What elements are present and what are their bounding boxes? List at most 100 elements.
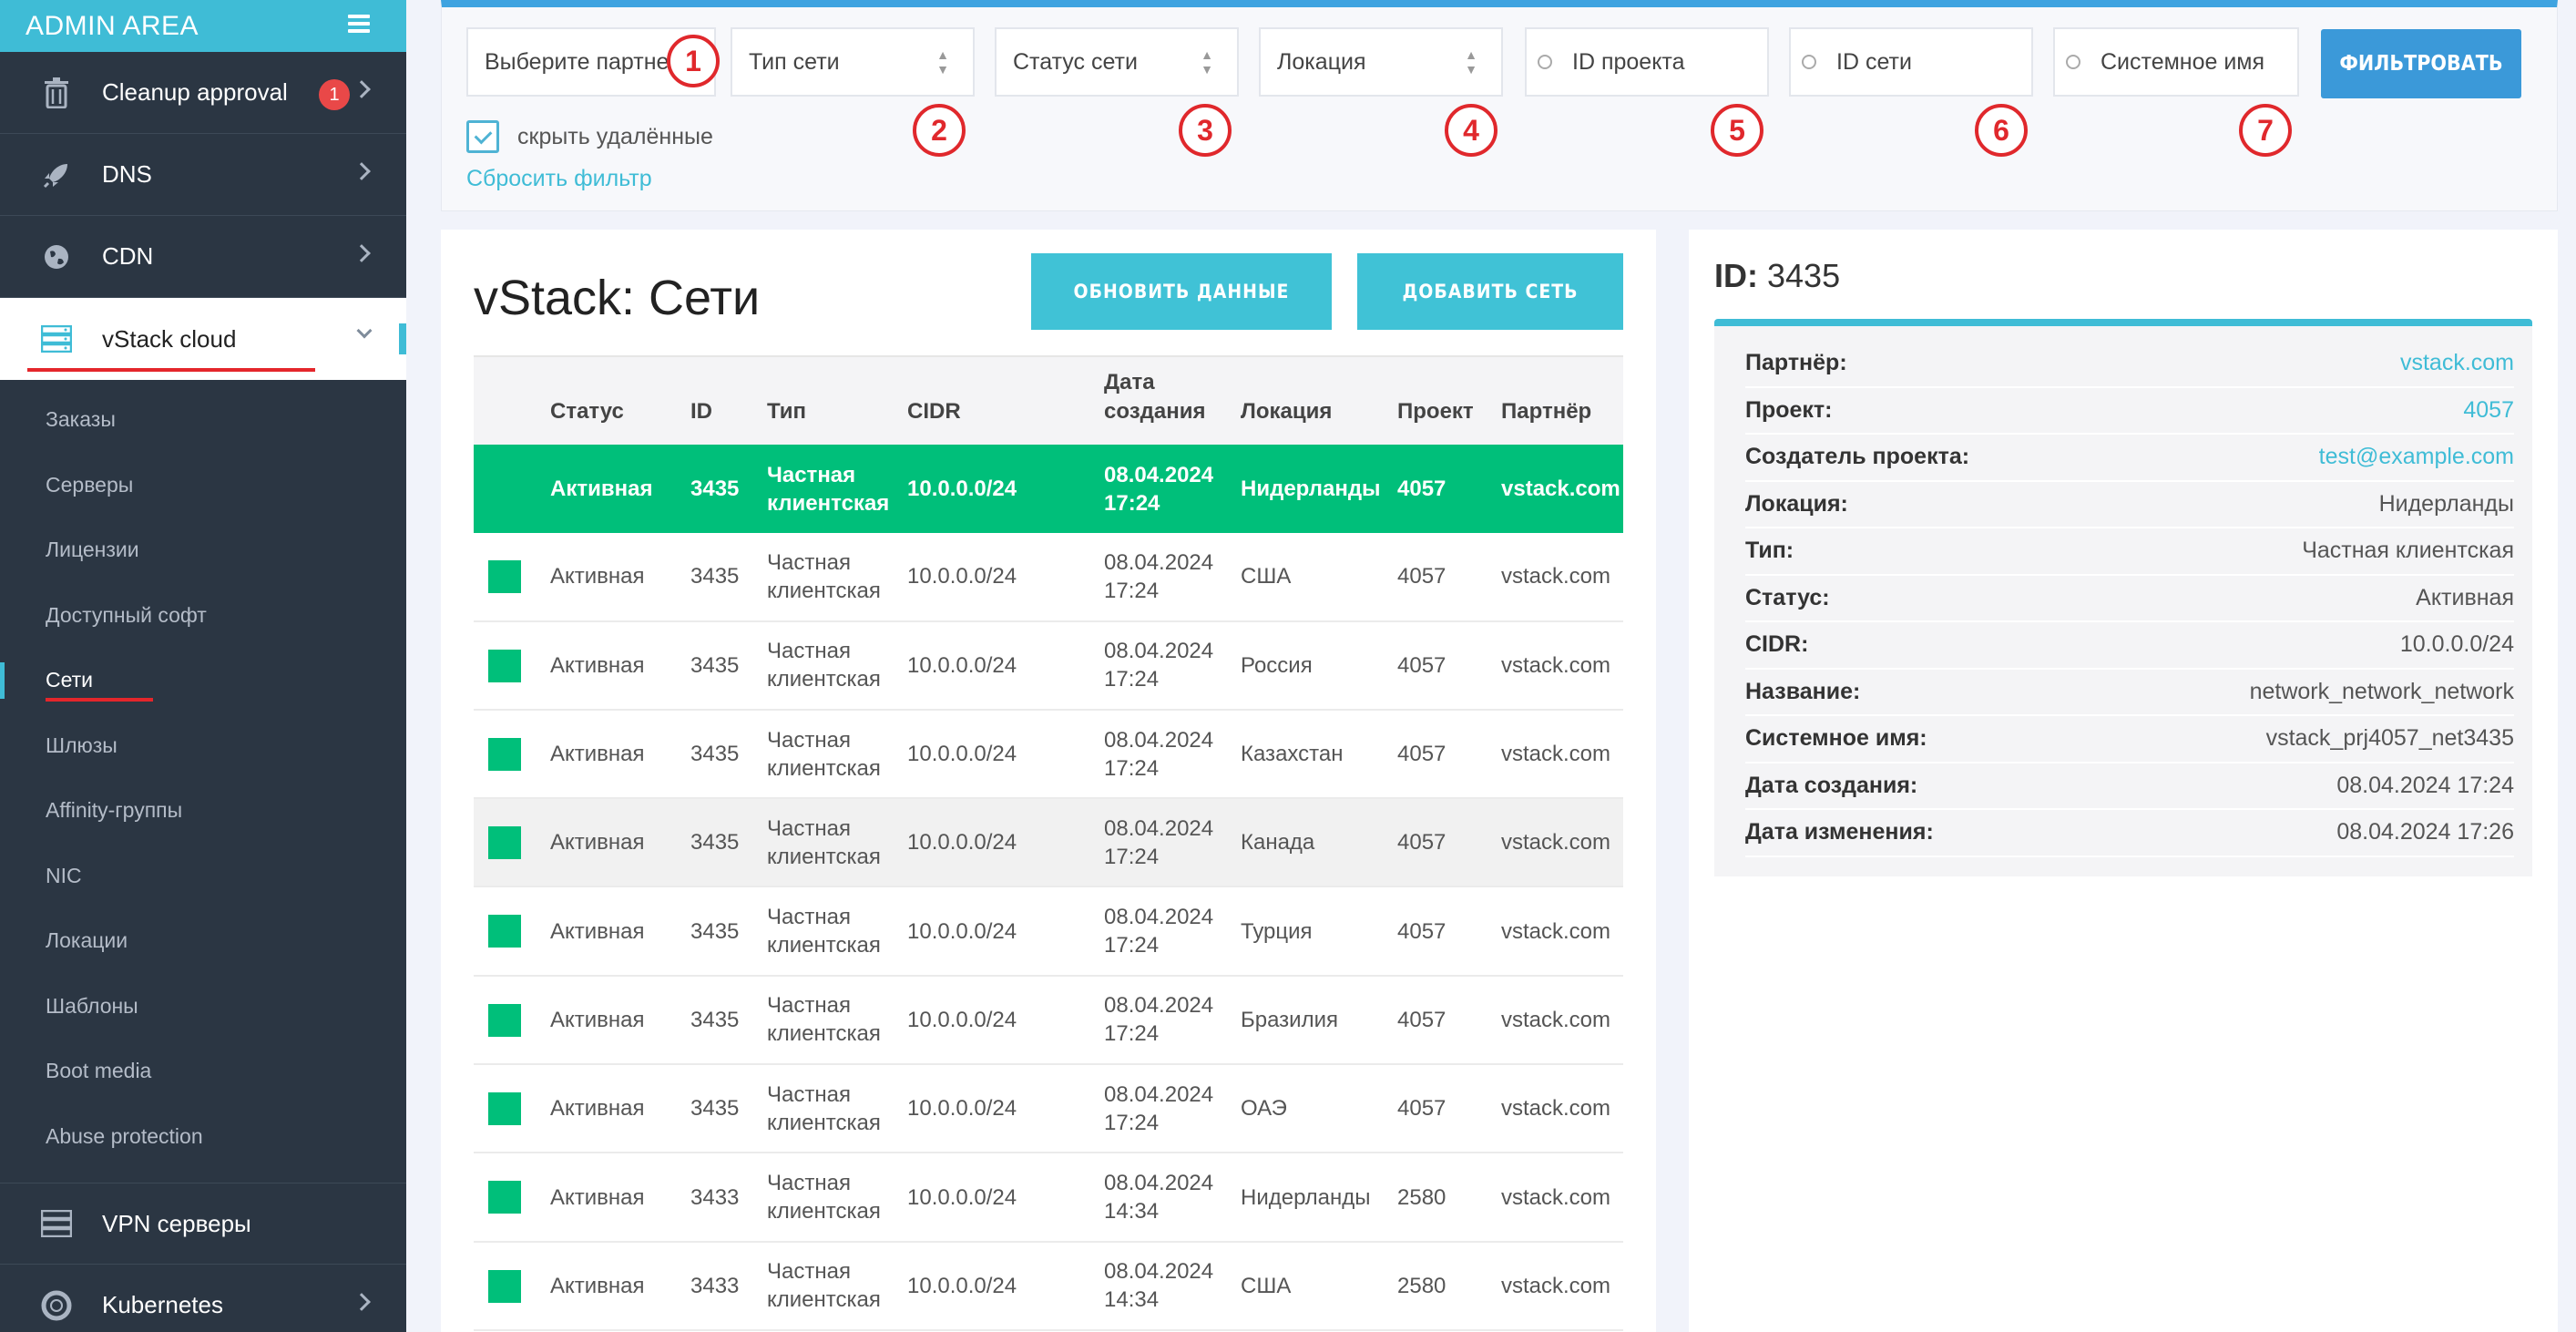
column-header-type[interactable]: Тип (767, 399, 806, 424)
detail-link[interactable]: 4057 (2463, 396, 2514, 423)
hide-deleted-checkbox[interactable] (466, 120, 499, 153)
table-row[interactable]: Активная 3435 Частная клиентская 10.0.0.0/2… (474, 533, 1623, 622)
detail-key: Название: (1745, 678, 1861, 704)
detail-value: Частная клиентская (2302, 538, 2514, 564)
table-header: Статус ID Тип CIDR Дата создания Локация… (474, 355, 1623, 445)
cell-id: 3435 (690, 918, 740, 944)
highlight-underline (27, 368, 315, 372)
detail-key: Статус: (1745, 584, 1830, 610)
submenu-item-nic[interactable]: NIC (46, 863, 82, 887)
submenu-item-gateways[interactable]: Шлюзы (46, 733, 118, 757)
cell-created: 08.04.2024 17:24 (1104, 815, 1214, 869)
filter-button[interactable]: ФИЛЬТРОВАТЬ (2321, 29, 2521, 98)
detail-row: Локация: Нидерланды (1745, 482, 2514, 528)
status-indicator (488, 649, 521, 682)
submenu-item-boot-media[interactable]: Boot media (46, 1059, 152, 1083)
submenu-item-affinity-groups[interactable]: Affinity-группы (46, 798, 183, 823)
table-row[interactable]: Активная 3435 Частная клиентская 10.0.0.0/2… (474, 887, 1623, 977)
detail-value: Нидерланды (2378, 490, 2514, 517)
partner-select[interactable]: Выберите партнера (466, 27, 716, 97)
column-header-status[interactable]: Статус (550, 399, 624, 424)
column-header-location[interactable]: Локация (1241, 399, 1333, 424)
system-name-input[interactable]: Системное имя (2053, 27, 2299, 97)
marker-2: 2 (913, 104, 966, 157)
cell-status: Активная (550, 1273, 645, 1298)
detail-key: Партнёр: (1745, 350, 1847, 376)
chevron-right-icon (353, 162, 371, 180)
sidebar-item-dns[interactable]: DNS (0, 134, 406, 216)
column-header-cidr[interactable]: CIDR (907, 399, 961, 424)
cell-created: 08.04.2024 14:34 (1104, 1259, 1214, 1313)
table-row[interactable]: Активная 3433 Частная клиентская 10.0.0.0/2… (474, 1243, 1623, 1331)
column-header-created[interactable]: Дата создания (1104, 370, 1206, 424)
cell-project: 4057 (1397, 1096, 1446, 1122)
reset-filter-link[interactable]: Сбросить фильтр (466, 166, 652, 191)
column-header-partner[interactable]: Партнёр (1501, 399, 1592, 424)
cell-id: 3435 (690, 1007, 740, 1032)
sidebar-item-kubernetes[interactable]: Kubernetes (0, 1265, 406, 1332)
submenu-item-abuse-protection[interactable]: Abuse protection (46, 1123, 203, 1148)
submenu-item-networks[interactable]: Сети (0, 648, 406, 713)
hamburger-menu-icon[interactable] (348, 15, 370, 33)
detail-link[interactable]: test@example.com (2318, 444, 2514, 470)
submenu-item-templates[interactable]: Шаблоны (46, 993, 138, 1018)
cell-partner: vstack.com (1501, 830, 1611, 856)
cell-created: 08.04.2024 17:24 (1104, 1081, 1214, 1135)
cell-type: Частная клиентская (767, 549, 881, 603)
chevron-down-icon (356, 323, 373, 339)
column-header-project[interactable]: Проект (1397, 399, 1474, 424)
detail-row: Системное имя: vstack_prj4057_net3435 (1745, 716, 2514, 763)
sidebar-item-label: CDN (102, 242, 154, 270)
highlight-underline (46, 698, 153, 702)
marker-5: 5 (1711, 104, 1763, 157)
sidebar-item-vpn-servers[interactable]: VPN серверы (0, 1183, 406, 1265)
cell-partner: vstack.com (1501, 476, 1620, 502)
table-row[interactable]: Активная 3435 Частная клиентская 10.0.0.0/2… (474, 711, 1623, 800)
project-id-input[interactable]: ID проекта (1525, 27, 1769, 97)
detail-link[interactable]: vstack.com (2399, 350, 2514, 376)
detail-key: Дата создания: (1745, 772, 1918, 798)
network-id-input[interactable]: ID сети (1789, 27, 2033, 97)
status-indicator (488, 826, 521, 860)
column-header-id[interactable]: ID (690, 399, 712, 424)
sidebar-item-label: Kubernetes (102, 1291, 223, 1318)
cell-cidr: 10.0.0.0/24 (907, 1184, 1017, 1210)
detail-value: 10.0.0.0/24 (2399, 631, 2514, 658)
location-select[interactable]: Локация ▲ ▼ (1259, 27, 1503, 97)
cell-location: Нидерланды (1241, 476, 1381, 502)
table-row[interactable]: Активная 3433 Частная клиентская 10.0.0.0/2… (474, 1153, 1623, 1243)
submenu-item-servers[interactable]: Серверы (46, 472, 134, 497)
cell-location: Канада (1241, 830, 1315, 856)
submenu-item-orders[interactable]: Заказы (46, 407, 116, 432)
network-id-placeholder: ID сети (1836, 48, 1912, 75)
table-row[interactable]: Активная 3435 Частная клиентская 10.0.0.0/2… (474, 622, 1623, 711)
select-arrows-icon: ▲ ▼ (1465, 47, 1477, 77)
submenu-item-software[interactable]: Доступный софт (46, 602, 207, 627)
sidebar-item-label: vStack cloud (102, 324, 237, 353)
table-row[interactable]: Активная 3435 Частная клиентская 10.0.0.0/2… (474, 977, 1623, 1066)
network-status-select[interactable]: Статус сети ▲ ▼ (995, 27, 1239, 97)
table-row[interactable]: Активная 3435 Частная клиентская 10.0.0.0/2… (474, 1065, 1623, 1154)
cell-id: 3435 (690, 742, 740, 767)
submenu-item-locations[interactable]: Локации (46, 928, 128, 953)
table-row[interactable]: Активная 3435 Частная клиентская 10.0.0.0/2… (474, 445, 1623, 534)
refresh-data-button[interactable]: ОБНОВИТЬ ДАННЫЕ (1031, 253, 1332, 330)
sidebar-item-vstack-cloud[interactable]: vStack cloud (0, 298, 406, 380)
marker-6: 6 (1975, 104, 2028, 157)
sidebar-item-cdn[interactable]: CDN (0, 216, 406, 298)
detail-row: Статус: Активная (1745, 576, 2514, 622)
sidebar-item-cleanup-approval[interactable]: Cleanup approval 1 (0, 52, 406, 134)
table-row[interactable]: Активная 3435 Частная клиентская 10.0.0.0/2… (474, 799, 1623, 888)
network-type-select[interactable]: Тип сети ▲ ▼ (731, 27, 975, 97)
add-network-button[interactable]: ДОБАВИТЬ СЕТЬ (1357, 253, 1623, 330)
marker-4: 4 (1445, 104, 1498, 157)
submenu-item-licenses[interactable]: Лицензии (46, 538, 139, 562)
cell-project: 4057 (1397, 652, 1446, 678)
networks-panel: vStack: Сети ОБНОВИТЬ ДАННЫЕ ДОБАВИТЬ СЕ… (441, 230, 1656, 1332)
network-type-value: Тип сети (749, 48, 840, 75)
cell-created: 08.04.2024 17:24 (1104, 549, 1214, 603)
chevron-right-icon (353, 1293, 371, 1311)
cell-partner: vstack.com (1501, 1007, 1611, 1032)
detail-key: Тип: (1745, 538, 1794, 564)
page-title: vStack: Сети (474, 271, 761, 325)
